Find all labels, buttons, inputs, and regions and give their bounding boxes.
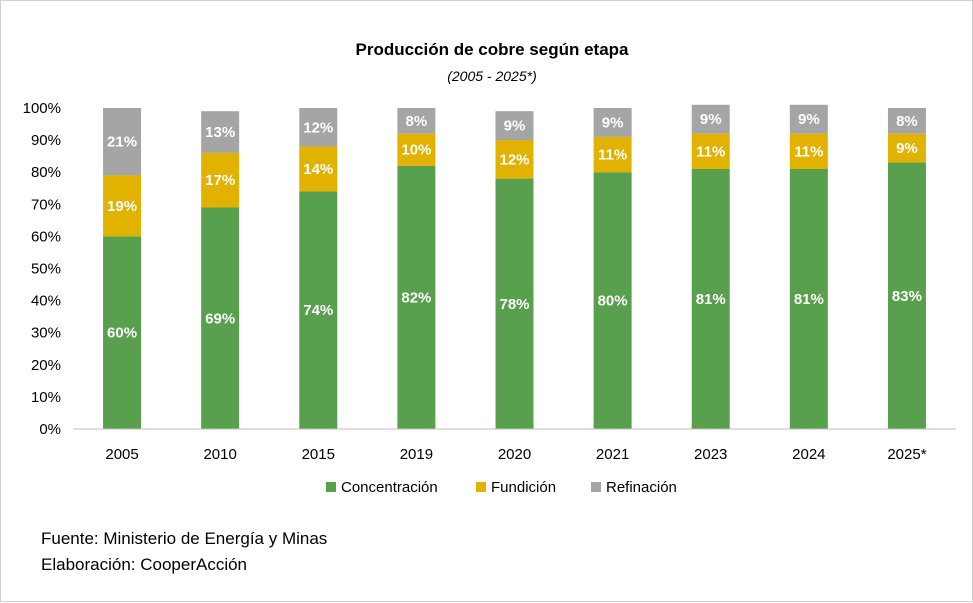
y-tick-label: 20%	[31, 357, 61, 374]
data-label: 82%	[401, 289, 431, 306]
bar-segment	[495, 178, 534, 429]
y-tick-label: 10%	[31, 389, 61, 406]
x-axis: 2005 2010 2015 2019 2020 2021 2023 2024 2025*	[105, 446, 926, 463]
bar-segment	[103, 108, 142, 176]
bar-segment	[397, 108, 436, 134]
bar-segment	[299, 108, 338, 147]
data-label: 11%	[696, 143, 725, 160]
data-label: 74%	[303, 302, 333, 319]
source-note: Fuente: Ministerio de Energía y Minas	[41, 529, 328, 548]
bar-segment	[691, 104, 730, 134]
x-tick-label: 2019	[400, 446, 433, 463]
bar-segment	[299, 146, 338, 192]
y-tick-label: 80%	[31, 164, 61, 181]
bar-segment	[593, 172, 632, 429]
y-tick-label: 70%	[31, 196, 61, 213]
data-label: 19%	[107, 198, 137, 215]
bar-segment	[691, 133, 730, 169]
legend-swatch	[326, 482, 336, 492]
y-tick-label: 50%	[31, 261, 61, 278]
data-label: 12%	[303, 119, 333, 136]
legend-label: Fundición	[491, 479, 556, 496]
data-label: 12%	[499, 151, 529, 168]
data-label: 80%	[598, 293, 628, 310]
y-tick-label: 30%	[31, 325, 61, 342]
legend: Concentración Fundición Refinación	[326, 479, 677, 496]
data-label: 81%	[696, 291, 726, 308]
bar-segment	[789, 104, 828, 134]
x-tick-label: 2024	[792, 446, 825, 463]
data-label: 69%	[205, 310, 235, 327]
bar-segment	[593, 136, 632, 173]
data-label: 9%	[798, 111, 820, 128]
data-label: 78%	[499, 296, 529, 313]
x-tick-label: 2025*	[887, 446, 926, 463]
data-label: 17%	[205, 172, 235, 189]
bar-segment	[201, 111, 240, 153]
data-label: 9%	[700, 111, 722, 128]
data-label: 10%	[401, 142, 431, 159]
data-label: 8%	[406, 113, 428, 130]
data-label: 21%	[107, 134, 137, 151]
y-tick-label: 100%	[23, 100, 61, 117]
data-label: 8%	[896, 113, 918, 130]
bar-segment	[103, 175, 142, 237]
credit-note: Elaboración: CooperAcción	[41, 555, 248, 574]
x-tick-label: 2021	[596, 446, 629, 463]
bar-segment	[495, 140, 534, 179]
bar-segment	[201, 207, 240, 429]
data-label: 9%	[504, 118, 526, 135]
data-label: 60%	[107, 325, 137, 342]
x-tick-label: 2015	[302, 446, 335, 463]
data-label: 9%	[896, 140, 918, 157]
data-label: 14%	[303, 161, 333, 178]
data-label: 11%	[598, 147, 627, 164]
bar-segment	[397, 133, 436, 166]
bar-segment	[887, 162, 926, 429]
bar-segment	[691, 168, 730, 430]
x-tick-label: 2010	[203, 446, 236, 463]
y-tick-label: 90%	[31, 132, 61, 149]
y-tick-label: 60%	[31, 228, 61, 245]
data-label: 83%	[892, 288, 922, 305]
bar-segment	[887, 108, 926, 134]
bar-segment	[201, 152, 240, 208]
legend-label: Concentración	[341, 479, 438, 496]
legend-label: Refinación	[606, 479, 677, 496]
bar-segment	[789, 133, 828, 169]
data-label: 81%	[794, 291, 824, 308]
y-axis: 0% 10% 20% 30% 40% 50% 60% 70% 80% 90% 100%	[23, 100, 61, 438]
y-tick-label: 40%	[31, 293, 61, 310]
legend-swatch	[591, 482, 601, 492]
x-tick-label: 2005	[105, 446, 138, 463]
chart-subtitle: (2005 - 2025*)	[447, 68, 537, 84]
y-tick-label: 0%	[39, 421, 61, 438]
data-label: 11%	[794, 143, 823, 160]
bar-segment	[593, 108, 632, 137]
legend-swatch	[476, 482, 486, 492]
bar-group: 60% 19% 21% 69% 17% 13% 74% 14% 12% 82% 10% 8% 78% 12…	[103, 104, 926, 430]
bar-segment	[495, 111, 534, 141]
data-label: 13%	[205, 124, 235, 141]
bar-segment	[789, 168, 828, 430]
data-label: 9%	[602, 114, 624, 131]
bar-segment	[887, 133, 926, 163]
bar-segment	[299, 191, 338, 429]
x-tick-label: 2020	[498, 446, 531, 463]
x-tick-label: 2023	[694, 446, 727, 463]
bar-segment	[397, 165, 436, 429]
chart-title: Producción de cobre según etapa	[355, 40, 629, 59]
bar-segment	[103, 236, 142, 429]
